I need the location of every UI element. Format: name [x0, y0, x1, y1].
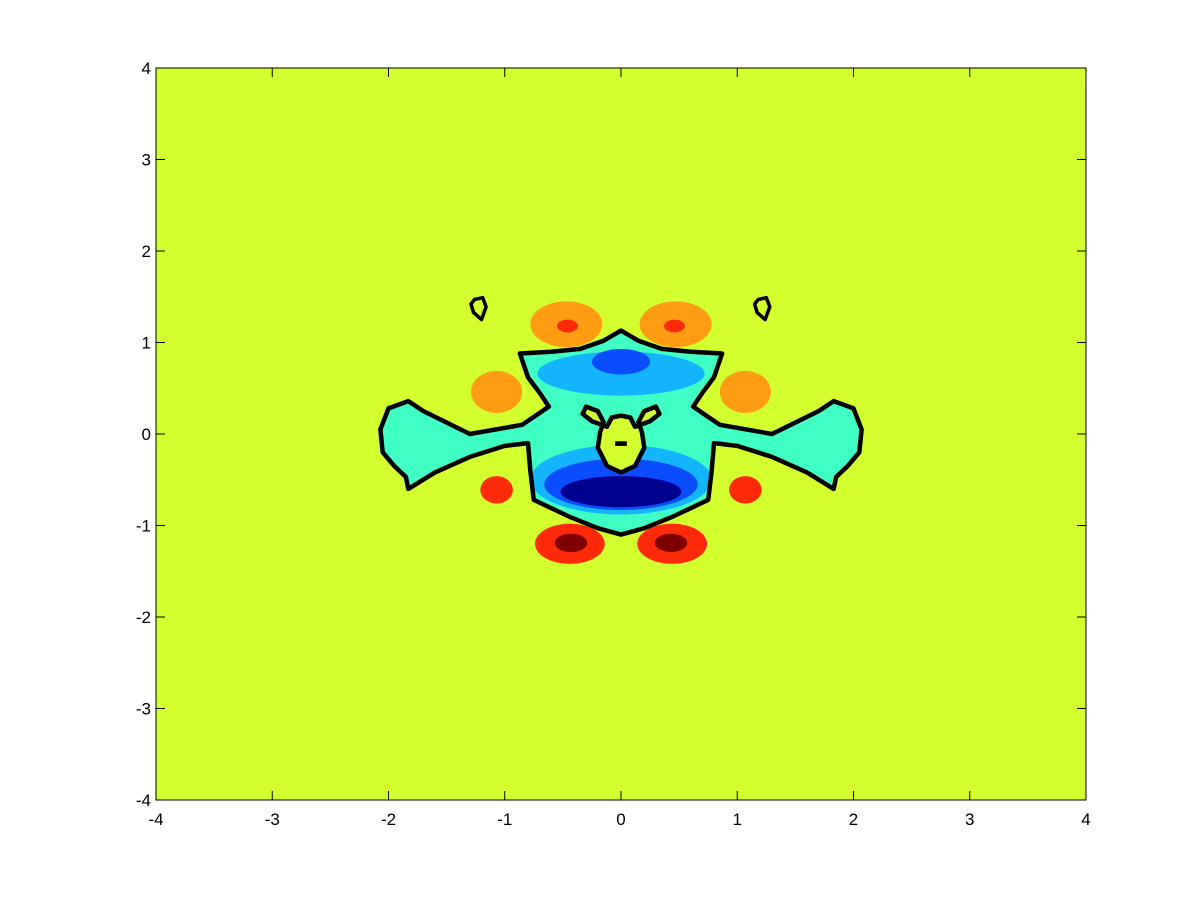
x-tick-label: 0 [616, 810, 625, 829]
plot-area [156, 68, 1086, 800]
x-tick-label: 1 [733, 810, 742, 829]
y-tick-label: -4 [136, 791, 151, 810]
x-tick-label: -1 [497, 810, 512, 829]
zero-contour-inner [580, 404, 662, 475]
x-tick-label: 2 [849, 810, 858, 829]
y-tick-label: -1 [136, 517, 151, 536]
upper-right-red-core [664, 319, 685, 333]
x-tick-label: -4 [148, 810, 163, 829]
contour-lines [378, 295, 864, 537]
y-tick-label: 3 [142, 151, 151, 170]
y-tick-label: 2 [142, 242, 151, 261]
upper-left-red-core [557, 319, 578, 333]
y-tick-label: 4 [142, 59, 151, 78]
zero-contour-dot [615, 441, 627, 446]
small-contour-loop-right [752, 295, 772, 322]
x-axis: -4 -3 -2 -1 0 1 2 3 4 [148, 68, 1091, 829]
x-tick-label: -2 [381, 810, 396, 829]
lower-right-darkred-core [654, 533, 688, 553]
zero-contour-outer [378, 328, 864, 537]
y-axis: -4 -3 -2 -1 0 1 2 3 4 [136, 59, 1086, 810]
y-tick-label: -3 [136, 700, 151, 719]
x-tick-label: 4 [1081, 810, 1090, 829]
inner-contour-fill-layer [530, 348, 712, 515]
x-tick-label: -3 [265, 810, 280, 829]
y-tick-label: 1 [142, 334, 151, 353]
x-tick-label: 3 [965, 810, 974, 829]
mid-left-orange-lobe [471, 370, 523, 413]
lower-right-red-spot [729, 476, 762, 504]
lower-navy-core [560, 476, 682, 508]
lower-left-darkred-core [554, 533, 588, 553]
mid-right-orange-lobe [719, 370, 771, 413]
small-contour-loop-left [469, 295, 488, 322]
contour-fill-layer [471, 301, 771, 564]
y-tick-label: -2 [136, 608, 151, 627]
y-tick-label: 0 [142, 425, 151, 444]
upper-blue-core [591, 348, 651, 375]
lower-left-red-spot [480, 476, 513, 504]
